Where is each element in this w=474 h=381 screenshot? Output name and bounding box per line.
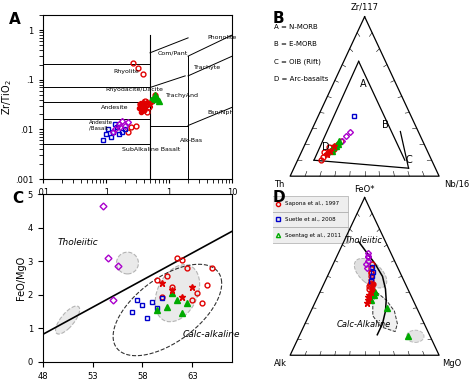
Text: Alk: Alk (273, 359, 287, 368)
Text: B: B (382, 120, 389, 130)
Text: Bsn/Nph: Bsn/Nph (207, 110, 234, 115)
FancyBboxPatch shape (271, 227, 348, 243)
Y-axis label: FeO/MgO: FeO/MgO (16, 256, 26, 300)
Ellipse shape (155, 265, 200, 322)
Text: Nb/16: Nb/16 (444, 180, 470, 189)
Text: A = N-MORB: A = N-MORB (274, 24, 318, 30)
Ellipse shape (355, 258, 387, 288)
Y-axis label: Zr/TiO$_2$: Zr/TiO$_2$ (0, 79, 14, 115)
Ellipse shape (117, 252, 138, 274)
X-axis label: Nb/Y: Nb/Y (126, 199, 149, 208)
Text: Trachyte: Trachyte (194, 65, 221, 70)
Text: B = E-MORB: B = E-MORB (274, 41, 317, 47)
Text: B: B (273, 11, 284, 26)
FancyBboxPatch shape (271, 211, 348, 227)
Text: A: A (9, 12, 20, 27)
Text: Alk-Bas: Alk-Bas (180, 138, 203, 143)
Text: Com/Pant: Com/Pant (157, 50, 188, 55)
FancyBboxPatch shape (271, 196, 348, 211)
Text: Sapona et al., 1997: Sapona et al., 1997 (285, 201, 339, 206)
Ellipse shape (55, 306, 80, 334)
Text: A: A (360, 78, 366, 89)
Text: C: C (12, 191, 23, 206)
Polygon shape (373, 292, 397, 331)
Text: MgO: MgO (443, 359, 462, 368)
Text: Rhyolite: Rhyolite (113, 69, 139, 74)
Text: Rhyodacite/Dacite: Rhyodacite/Dacite (106, 87, 164, 92)
Text: D: D (273, 190, 285, 205)
Text: D = Arc-basalts: D = Arc-basalts (274, 76, 329, 82)
Text: Zr/117: Zr/117 (351, 2, 379, 11)
Text: Phonolite: Phonolite (207, 35, 237, 40)
Text: SubAlkaline Basalt: SubAlkaline Basalt (122, 147, 180, 152)
Text: C = OIB (Rift): C = OIB (Rift) (274, 59, 321, 65)
Ellipse shape (407, 330, 424, 343)
Text: D: D (322, 142, 330, 152)
Text: Calc-Alkaline: Calc-Alkaline (337, 320, 391, 329)
Text: C: C (406, 155, 413, 165)
Text: Andesite: Andesite (101, 105, 129, 110)
Text: FeO*: FeO* (355, 185, 375, 194)
Text: Calc-alkaline: Calc-alkaline (182, 330, 240, 339)
Text: Soentag et al., 2011: Soentag et al., 2011 (285, 233, 341, 238)
Text: Th: Th (274, 180, 285, 189)
Text: TrachyAnd: TrachyAnd (166, 93, 199, 98)
Text: Suetle et al., 2008: Suetle et al., 2008 (285, 217, 336, 222)
Text: Tholeiitic: Tholeiitic (58, 238, 99, 247)
Text: Andesite
/Basalt: Andesite /Basalt (90, 120, 113, 131)
Text: Tholeiitic: Tholeiitic (345, 236, 383, 245)
